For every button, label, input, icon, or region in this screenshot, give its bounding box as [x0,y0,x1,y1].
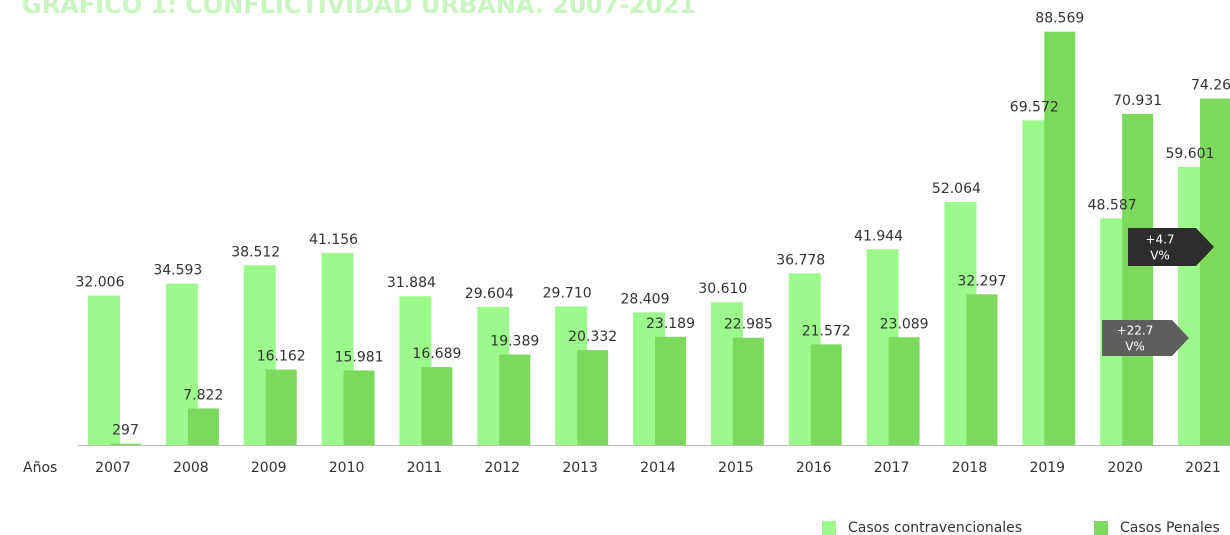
x-tick-label: 2017 [874,460,910,476]
data-label: 297 [112,423,139,439]
data-label: 34.593 [153,263,202,279]
data-label: 28.409 [621,291,670,307]
bars [88,31,1230,446]
bar [577,350,609,445]
data-label: 69.572 [1010,99,1059,115]
x-tick-label: 2010 [329,460,365,476]
bar [110,443,141,445]
bar [1122,113,1154,445]
bar [88,295,120,445]
x-tick-label: 2019 [1029,460,1065,476]
legend-label: Casos contravencionales [848,520,1022,535]
bar [1044,31,1076,445]
data-label: 38.512 [231,244,280,260]
bar [421,367,453,445]
legend-label: Casos Penales [1120,520,1220,535]
data-label: 23.089 [880,316,929,332]
data-label: 21.572 [802,323,851,339]
bar [187,408,219,445]
legend-swatch [1094,521,1108,535]
x-tick-label: 2007 [95,460,131,476]
x-tick-label: 2009 [251,460,287,476]
legend-swatch [822,521,836,535]
data-label: 7.822 [183,387,223,403]
x-axis-label: Años [23,460,57,476]
bar [732,337,764,445]
x-tick-label: 2015 [718,460,754,476]
x-tick-label: 2012 [484,460,520,476]
annotation-line: V% [1125,340,1145,354]
data-label: 32.006 [76,275,125,291]
data-label: 52.064 [932,181,981,197]
data-label: 70.931 [1113,93,1162,109]
data-label: 59.601 [1166,146,1215,162]
data-label: 74.260 [1191,77,1230,93]
x-tick-label: 2011 [407,460,443,476]
bar [343,370,375,445]
data-label: 29.710 [543,285,592,301]
annotation-tag: +4.7 V% [1128,228,1214,266]
x-tick-label: 2021 [1185,460,1221,476]
bar [1200,98,1230,445]
data-label: 31.884 [387,275,436,291]
annotation-line: +4.7 [1145,233,1174,247]
x-tick-label: 2016 [796,460,832,476]
bar [888,337,920,445]
annotation-line: +22.7 [1117,324,1154,338]
data-label: 41.156 [309,232,358,248]
data-label: 36.778 [776,252,825,268]
x-tick-label: 2018 [952,460,988,476]
data-label: 22.985 [724,317,773,333]
annotation-tag: +22.7 V% [1102,320,1189,356]
bar [655,336,686,445]
bar [499,354,531,445]
x-tick-label: 2014 [640,460,676,476]
data-label: 16.162 [257,349,306,365]
bar [966,294,998,445]
chart-title: GRAFICO 1: CONFLICTIVIDAD URBANA. 2007-2… [22,0,696,19]
x-tick-label: 2020 [1107,460,1143,476]
x-tick-label: 2013 [562,460,598,476]
data-label: 88.569 [1035,11,1084,27]
bar [265,369,297,445]
data-label: 30.610 [698,281,747,297]
x-tick-label: 2008 [173,460,209,476]
annotation-line: V% [1150,249,1170,263]
data-label: 29.604 [465,286,514,302]
data-label: 48.587 [1088,197,1137,213]
data-label: 19.389 [490,334,539,350]
data-label: 20.332 [568,329,617,345]
bar [810,344,842,445]
data-label: 15.981 [335,349,384,365]
data-label: 41.944 [854,228,903,244]
data-label: 32.297 [957,273,1006,289]
data-label: 16.689 [412,346,461,362]
data-label: 23.189 [646,316,695,332]
